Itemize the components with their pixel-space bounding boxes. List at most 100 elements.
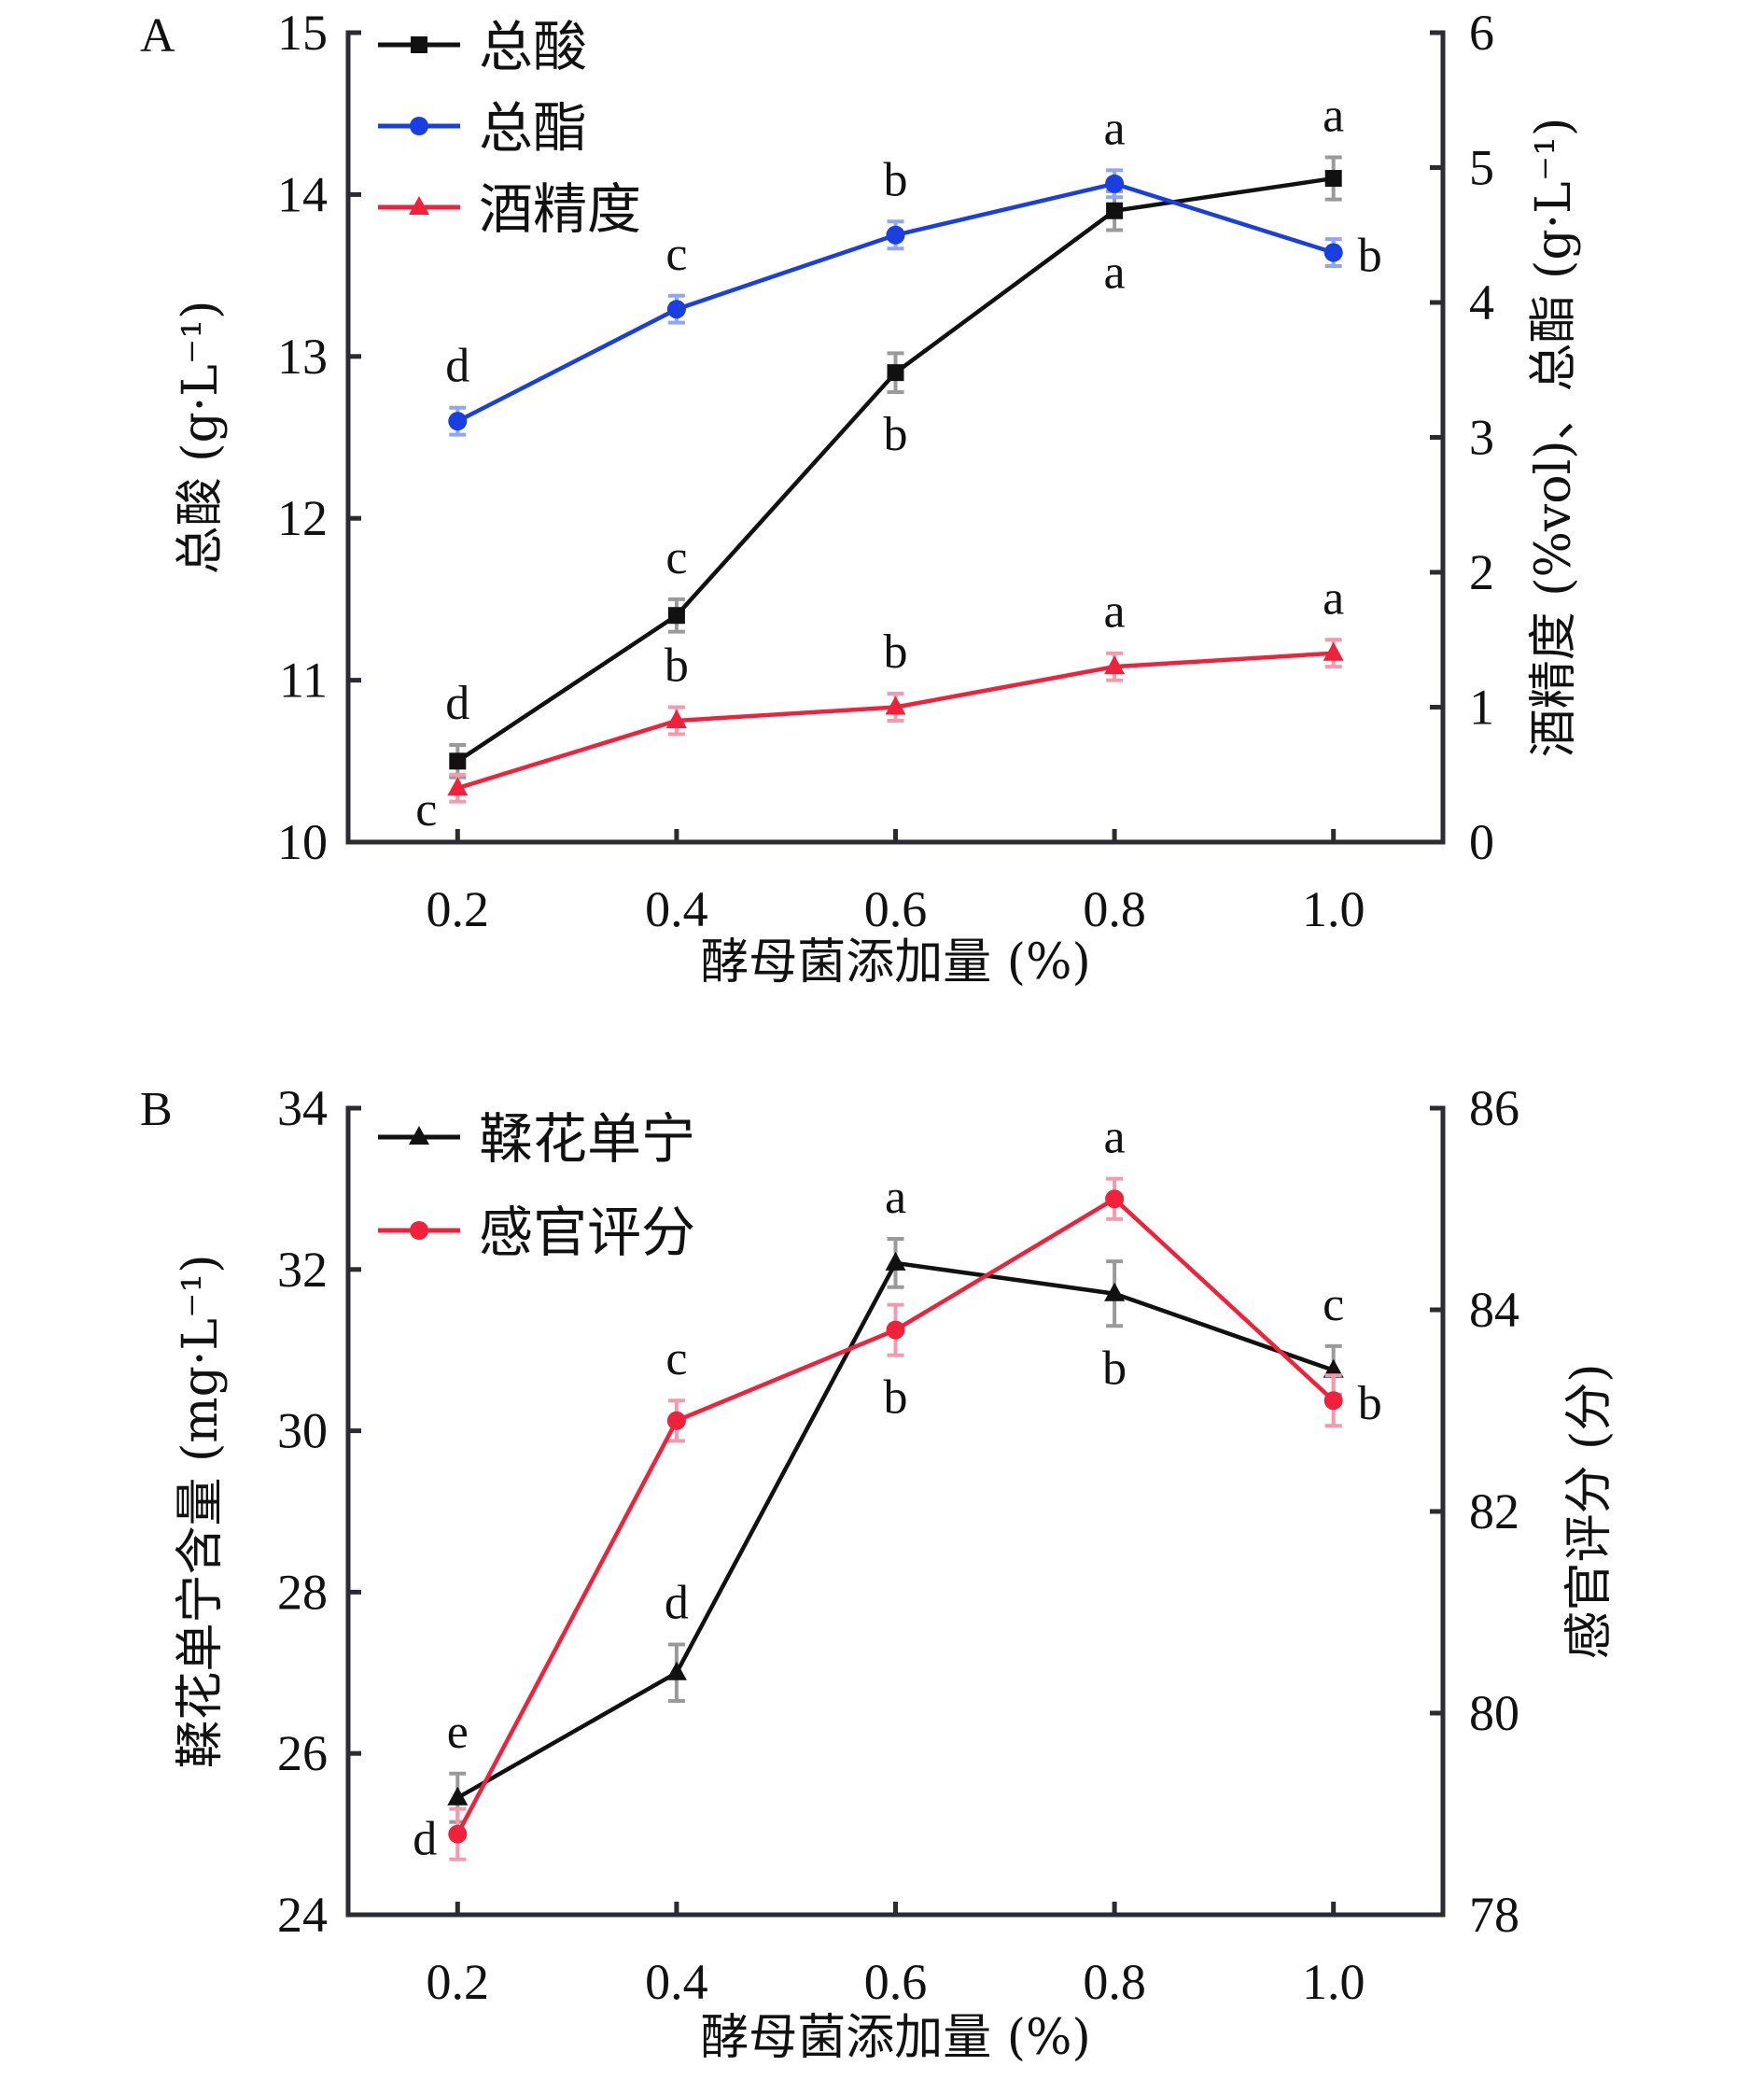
data-point [1323,1391,1343,1411]
y-right-tick-label: 6 [1469,5,1494,61]
legend-marker [409,196,429,215]
x-tick-label: 0.6 [864,1954,928,2010]
significance-label: a [1104,585,1126,639]
data-point [1105,1189,1125,1209]
significance-label: c [665,531,687,584]
y-left-tick-label: 34 [277,1080,328,1136]
legend-marker [410,1221,428,1240]
significance-label: c [665,1332,687,1385]
data-point [666,1411,686,1430]
data-point [886,225,905,245]
significance-label: a [1323,571,1344,625]
data-point [667,607,685,625]
data-point [447,1786,469,1806]
y-right-tick-label: 3 [1469,410,1494,466]
panel-label: B [140,1083,173,1136]
y-left-tick-label: 28 [277,1564,328,1620]
significance-label: b [884,1371,908,1425]
significance-label: d [445,677,469,730]
data-point [885,1251,906,1271]
x-tick-label: 0.6 [864,881,928,937]
legend-item: 总酯 [378,96,587,160]
data-point [1323,641,1344,661]
significance-label: d [445,340,469,393]
series-0: d c b a a [445,90,1344,780]
y-right-tick-label: 2 [1469,544,1494,600]
legend-label: 总酸 [479,15,587,78]
x-tick-label: 1.0 [1302,1954,1365,2010]
legend-item: 总酸 [378,15,587,78]
significance-label: b [884,408,908,461]
x-axis-title: 酵母菌添加量 (%) [700,935,1091,991]
y-right-tick-label: 80 [1469,1685,1519,1741]
y-left-axis-title: 鞣花单宁含量 (mg·L⁻¹) [173,1254,229,1768]
x-tick-label: 0.8 [1083,881,1146,937]
legend-marker [410,117,428,135]
y-left-tick-label: 14 [277,166,328,222]
y-right-axis-title: 感官评分 (分) [1561,1363,1617,1659]
data-point [887,364,904,382]
significance-label: c [415,783,437,836]
y-left-tick-label: 11 [279,653,328,709]
significance-label: c [1323,1278,1344,1331]
y-right-tick-label: 78 [1469,1887,1519,1943]
y-left-tick-label: 13 [277,329,328,385]
significance-label: b [1102,1342,1127,1395]
significance-label: b [1358,1377,1382,1430]
y-left-tick-label: 12 [277,490,328,546]
y-right-tick-label: 0 [1469,814,1494,870]
legend-label: 总酯 [479,96,587,160]
legend-item: 鞣花单宁 [378,1107,695,1171]
y-left-tick-label: 30 [277,1403,328,1459]
y-left-axis-title: 总酸 (g·L⁻¹) [173,301,229,575]
y-right-tick-label: 84 [1469,1282,1519,1338]
significance-label: a [1323,90,1344,143]
legend-label: 感官评分 [479,1201,695,1264]
y-right-tick-label: 5 [1469,140,1494,196]
y-right-axis-title: 酒精度 (%vol)、总酯 (g·L⁻¹) [1526,118,1582,758]
significance-label: a [1104,102,1126,155]
data-point [885,696,906,715]
x-tick-label: 0.2 [427,881,490,937]
significance-label: d [665,1577,689,1630]
significance-label: a [885,1171,906,1224]
panel-B: B 24 26 28 30 32 34 78 80 82 84 86 0.2 0.4 0.6 0.8 1.0 酵母… [140,1080,1617,2066]
series-0: e d a b c [447,1171,1344,1824]
significance-label: d [413,1813,437,1866]
data-point [1104,1282,1126,1301]
data-point [1106,202,1124,219]
y-left-tick-label: 24 [277,1887,328,1943]
data-point [449,752,467,770]
data-point [666,300,686,319]
significance-label: b [884,153,908,206]
x-axis-title: 酵母菌添加量 (%) [700,2010,1091,2066]
x-tick-label: 1.0 [1302,881,1365,937]
data-point [1323,1358,1344,1378]
data-point [447,777,469,796]
data-point [448,1824,468,1844]
y-right-tick-label: 86 [1469,1080,1519,1136]
legend-item: 酒精度 [378,177,641,241]
x-tick-label: 0.2 [427,1954,490,2010]
series-2: c b b a a [415,571,1344,836]
x-tick-label: 0.8 [1083,1954,1146,2010]
data-point [1323,243,1343,262]
data-point [665,1661,687,1680]
data-point [448,412,468,431]
data-point [886,1320,905,1340]
legend-item: 感官评分 [378,1201,695,1264]
significance-label: a [1104,1111,1126,1164]
y-left-tick-label: 10 [277,814,328,870]
y-left-tick-label: 32 [277,1242,328,1298]
data-point [665,709,687,728]
panel-label: A [140,9,175,63]
legend-marker [411,36,427,53]
significance-label: b [884,625,908,679]
legend-marker [409,1126,429,1145]
significance-label: b [665,639,689,693]
